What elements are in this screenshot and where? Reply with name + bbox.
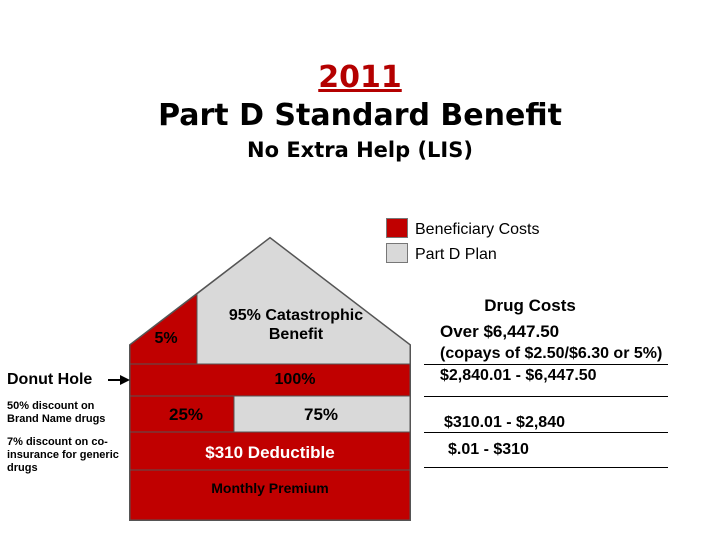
initial-coverage-cost: $310.01 - $2,840 bbox=[444, 414, 565, 431]
deductible-rule bbox=[424, 467, 668, 468]
deductible-region bbox=[129, 431, 411, 471]
donut-hole-rule bbox=[424, 396, 668, 397]
donut-hole-note: Donut Hole bbox=[7, 371, 93, 388]
donut-hole-cost: $2,840.01 - $6,447.50 bbox=[440, 367, 597, 384]
brand-discount-note: 50% discount on Brand Name drugs bbox=[7, 400, 106, 425]
initial-plan-region bbox=[233, 395, 411, 433]
page-title: Part D Standard Benefit bbox=[158, 98, 562, 133]
title-year: 2011 bbox=[318, 60, 402, 95]
initial-coverage-rule bbox=[424, 432, 668, 433]
catastrophic-plan-label: 95% Catastrophic Benefit bbox=[228, 307, 364, 343]
initial-beneficiary-region bbox=[129, 395, 235, 433]
initial-beneficiary-label: 25% bbox=[168, 405, 204, 424]
legend-label-plan: Part D Plan bbox=[415, 246, 497, 263]
legend-swatch-plan bbox=[386, 243, 408, 263]
legend-label-beneficiary: Beneficiary Costs bbox=[415, 221, 540, 238]
catastrophic-beneficiary-label: 5% bbox=[154, 330, 178, 347]
initial-plan-label: 75% bbox=[303, 405, 339, 424]
legend-swatch-beneficiary bbox=[386, 218, 408, 238]
deductible-label: $310 Deductible bbox=[205, 443, 335, 462]
page-subtitle: No Extra Help (LIS) bbox=[247, 138, 473, 162]
catastrophic-cost-line1: Over $6,447.50 bbox=[440, 322, 560, 341]
premium-region bbox=[129, 469, 411, 521]
donut-hole-percent-label: 100% bbox=[274, 371, 316, 388]
catastrophic-plan-region bbox=[196, 237, 411, 365]
catastrophic-cost-line2: (copays of $2.50/$6.30 or 5%) bbox=[440, 345, 663, 362]
premium-label: Monthly Premium bbox=[211, 480, 329, 496]
generic-discount-note: 7% discount on co-insurance for generic … bbox=[7, 436, 119, 474]
drug-costs-header: Drug Costs bbox=[484, 296, 576, 315]
donut-hole-region bbox=[129, 363, 411, 397]
catastrophic-rule bbox=[424, 364, 668, 365]
catastrophic-beneficiary-region bbox=[129, 292, 198, 365]
donut-hole-arrowhead bbox=[120, 375, 130, 385]
deductible-cost: $.01 - $310 bbox=[448, 441, 529, 458]
